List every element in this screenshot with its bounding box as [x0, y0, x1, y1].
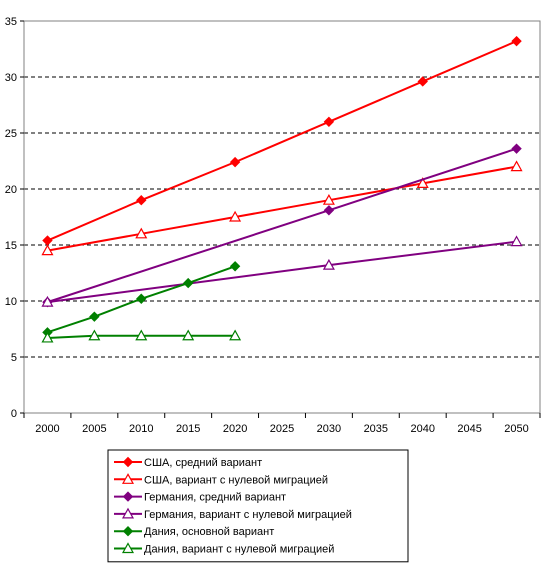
y-tick-label: 35	[5, 16, 17, 28]
data-point	[182, 329, 195, 341]
series-line	[47, 240, 517, 304]
data-point	[510, 160, 523, 172]
legend-swatch-marker	[121, 542, 135, 554]
legend-label: США, вариант с нулевой миграцией	[144, 474, 328, 486]
legend-item: Дания, основной вариант	[114, 525, 274, 538]
data-point	[42, 235, 53, 246]
legend-item: США, средний вариант	[114, 456, 262, 469]
y-tick-label: 25	[5, 128, 17, 140]
y-tick-label: 0	[11, 408, 17, 420]
series-line	[47, 147, 517, 304]
legend-swatch-marker	[122, 525, 134, 537]
data-point	[229, 261, 241, 272]
data-point	[229, 210, 242, 222]
plot-area-frame	[23, 20, 541, 414]
legend-swatch-marker	[121, 507, 135, 519]
gridlines	[24, 76, 540, 358]
data-point	[323, 116, 335, 128]
legend: США, средний вариант США, вариант с нулев…	[107, 449, 409, 563]
series-6	[41, 329, 242, 343]
data-point	[41, 331, 54, 343]
data-point	[417, 76, 428, 87]
series-3	[42, 143, 522, 308]
x-tick-label: 2035	[364, 423, 388, 435]
x-tick-label: 2010	[129, 423, 153, 435]
data-point	[41, 244, 54, 256]
data-point	[510, 235, 523, 247]
legend-label: Германия, средний вариант	[144, 492, 286, 504]
data-point	[322, 258, 335, 270]
legend-swatch-marker	[122, 456, 134, 468]
legend-item: Германия, средний вариант	[114, 491, 286, 504]
y-tick-label: 20	[5, 184, 17, 196]
legend-item: США, вариант с нулевой миграцией	[114, 473, 328, 486]
legend-box	[107, 449, 409, 563]
data-point	[136, 293, 147, 304]
x-tick-label: 2000	[35, 423, 59, 435]
series-line	[47, 40, 517, 242]
legend-swatch-marker	[122, 491, 134, 502]
legend-label: Дания, основной вариант	[144, 526, 274, 538]
data-point	[89, 311, 100, 322]
legend-item: Германия, вариант с нулевой миграцией	[114, 507, 352, 521]
data-point	[229, 156, 241, 168]
series-2	[41, 160, 523, 256]
x-tick-label: 2045	[457, 423, 481, 435]
x-tick-label: 2015	[176, 423, 200, 435]
data-point	[135, 329, 148, 341]
data-point	[88, 329, 101, 341]
data-point	[229, 329, 242, 341]
y-tick-label: 15	[5, 240, 17, 252]
data-point	[136, 194, 147, 206]
data-point	[511, 35, 522, 47]
data-point	[511, 143, 522, 154]
y-tick-label: 30	[5, 72, 17, 84]
x-tick-label: 2020	[223, 423, 247, 435]
data-point	[41, 295, 54, 307]
y-tick-label: 10	[5, 296, 17, 308]
data-point	[322, 193, 335, 205]
series-1	[42, 35, 522, 246]
series-4	[41, 235, 523, 307]
x-tick-label: 2050	[504, 423, 528, 435]
legend-swatch-marker	[121, 473, 135, 484]
y-tick-label: 5	[11, 352, 17, 364]
data-point	[323, 205, 335, 216]
series-layer	[41, 35, 523, 343]
data-point	[182, 277, 194, 289]
data-point	[135, 227, 148, 239]
legend-label: Германия, вариант с нулевой миграцией	[144, 509, 352, 521]
x-tick-label: 2040	[410, 423, 434, 435]
x-tick-label: 2025	[270, 423, 294, 435]
x-tick-label: 2005	[82, 423, 106, 435]
legend-label: Дания, вариант с нулевой миграцией	[144, 544, 334, 556]
legend-label: США, средний вариант	[144, 457, 262, 469]
x-tick-label: 2030	[317, 423, 341, 435]
series-line	[47, 165, 517, 252]
legend-item: Дания, вариант с нулевой миграцией	[114, 542, 334, 556]
data-point	[416, 177, 429, 188]
